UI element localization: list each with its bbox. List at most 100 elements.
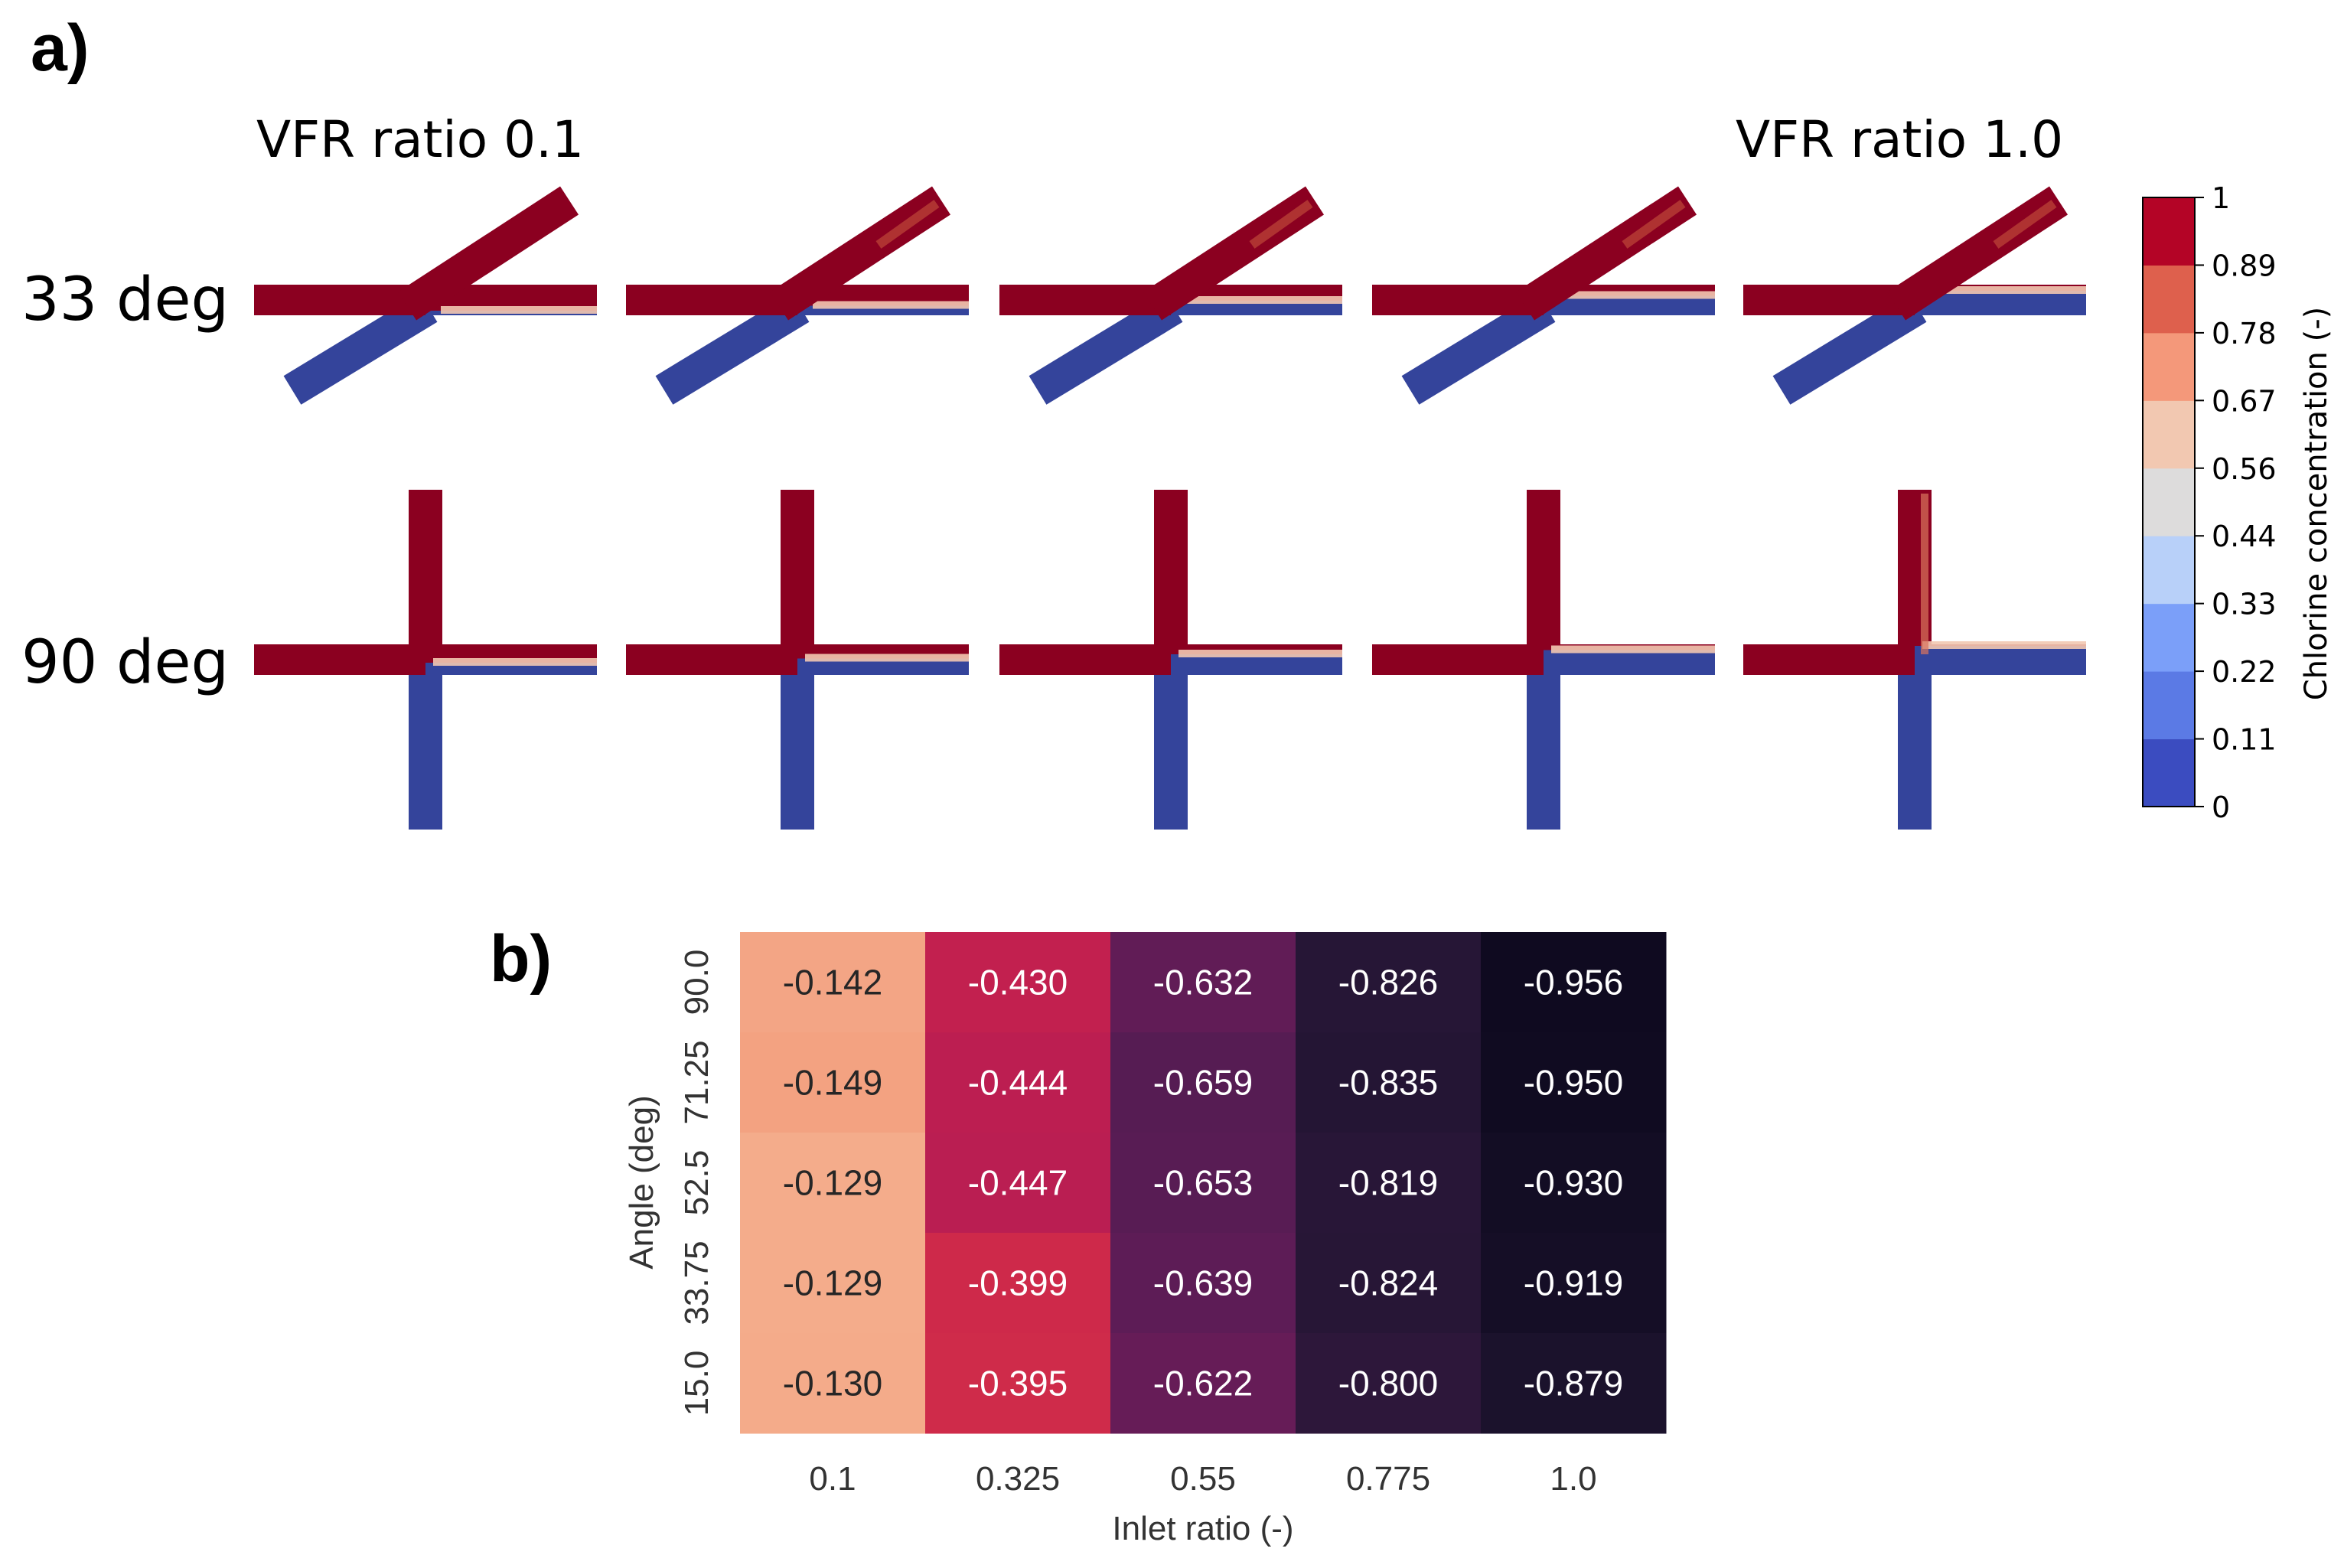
heatmap-cell bbox=[1296, 932, 1482, 1033]
row-title-33deg: 33 deg bbox=[21, 266, 229, 334]
y-tick-label: 33.75 bbox=[678, 1240, 716, 1325]
heatmap-value-label: -0.835 bbox=[1338, 1063, 1438, 1103]
pipe-90deg-2 bbox=[626, 490, 969, 830]
colorbar-tick-label: 0.33 bbox=[2212, 588, 2277, 621]
heatmap-cell bbox=[1110, 932, 1296, 1033]
colorbar-segment bbox=[2143, 400, 2195, 469]
heatmap-cell bbox=[1481, 1133, 1667, 1234]
y-tick-label: 52.5 bbox=[678, 1150, 716, 1216]
colorbar-label: Chlorine concentration (-) bbox=[2299, 307, 2334, 701]
colorbar-segment bbox=[2143, 603, 2195, 672]
colorbar-tick-label: 1 bbox=[2212, 181, 2230, 215]
colorbar-segment bbox=[2143, 265, 2195, 334]
heatmap-cell bbox=[925, 1333, 1111, 1434]
heatmap-cell bbox=[1296, 1032, 1482, 1133]
heatmap-value-label: -0.956 bbox=[1524, 963, 1623, 1002]
heatmap-cell bbox=[740, 1233, 926, 1334]
colorbar-segment bbox=[2143, 468, 2195, 536]
heatmap-value-label: -0.399 bbox=[968, 1263, 1068, 1303]
pipe-90deg-5 bbox=[1743, 490, 2086, 830]
heatmap-value-label: -0.430 bbox=[968, 963, 1068, 1002]
heatmap-value-label: -0.819 bbox=[1338, 1163, 1438, 1203]
colorbar-tick-label: 0.67 bbox=[2212, 384, 2277, 418]
heatmap-cell bbox=[1110, 1032, 1296, 1133]
heatmap-value-label: -0.142 bbox=[783, 963, 882, 1002]
col-title-right: VFR ratio 1.0 bbox=[1736, 110, 2063, 169]
colorbar-segment bbox=[2143, 738, 2195, 807]
colorbar-tick-label: 0.56 bbox=[2212, 452, 2277, 486]
pipe-33deg-1 bbox=[254, 186, 597, 405]
colorbar-segment bbox=[2143, 332, 2195, 401]
x-axis-label: Inlet ratio (-) bbox=[1112, 1510, 1293, 1547]
colorbar-segment bbox=[2143, 671, 2195, 740]
heatmap-value-label: -0.622 bbox=[1153, 1364, 1253, 1403]
y-axis-label: Angle (deg) bbox=[623, 1095, 660, 1269]
heatmap-cell bbox=[1481, 1032, 1667, 1133]
colorbar-tick-label: 0.78 bbox=[2212, 317, 2277, 350]
pipe-simulations bbox=[254, 186, 2086, 830]
heatmap-value-label: -0.129 bbox=[783, 1263, 882, 1303]
col-title-left: VFR ratio 0.1 bbox=[256, 110, 584, 169]
x-tick-label: 0.775 bbox=[1346, 1460, 1430, 1498]
heatmap-value-label: -0.826 bbox=[1338, 963, 1438, 1002]
heatmap-cell bbox=[925, 1032, 1111, 1133]
heatmap: -0.142 -0.430 -0.632 -0.826 -0.956 -0.149 -0.4… bbox=[678, 932, 1667, 1498]
heatmap-value-label: -0.824 bbox=[1338, 1263, 1438, 1303]
heatmap-value-label: -0.639 bbox=[1153, 1263, 1253, 1303]
heatmap-cell bbox=[1296, 1333, 1482, 1434]
heatmap-cell bbox=[1110, 1133, 1296, 1234]
heatmap-cell bbox=[925, 1133, 1111, 1234]
colorbar-tick-label: 0 bbox=[2212, 791, 2230, 824]
heatmap-value-label: -0.395 bbox=[968, 1364, 1068, 1403]
y-tick-label: 90.0 bbox=[678, 950, 716, 1015]
pipe-90deg-4 bbox=[1372, 490, 1715, 830]
heatmap-cell bbox=[1296, 1233, 1482, 1334]
x-tick-label: 0.325 bbox=[976, 1460, 1060, 1498]
heatmap-cell bbox=[740, 932, 926, 1033]
heatmap-cell bbox=[740, 1133, 926, 1234]
x-tick-label: 0.1 bbox=[809, 1460, 856, 1498]
heatmap-value-label: -0.919 bbox=[1524, 1263, 1623, 1303]
heatmap-value-label: -0.444 bbox=[968, 1063, 1068, 1103]
heatmap-cell bbox=[1110, 1233, 1296, 1334]
colorbar-tick-label: 0.22 bbox=[2212, 655, 2277, 689]
colorbar-tick-label: 0.89 bbox=[2212, 249, 2277, 282]
colorbar-tick-label: 0.44 bbox=[2212, 520, 2277, 553]
heatmap-cell bbox=[1481, 1333, 1667, 1434]
heatmap-cell bbox=[1296, 1133, 1482, 1234]
panel-b-label: b) bbox=[490, 922, 552, 996]
heatmap-cell bbox=[740, 1333, 926, 1434]
heatmap-value-label: -0.879 bbox=[1524, 1364, 1623, 1403]
row-title-90deg: 90 deg bbox=[21, 628, 229, 697]
heatmap-value-label: -0.149 bbox=[783, 1063, 882, 1103]
heatmap-value-label: -0.130 bbox=[783, 1364, 882, 1403]
heatmap-value-label: -0.632 bbox=[1153, 963, 1253, 1002]
pipe-90deg-1 bbox=[254, 490, 597, 830]
heatmap-value-label: -0.800 bbox=[1338, 1364, 1438, 1403]
heatmap-value-label: -0.129 bbox=[783, 1163, 882, 1203]
heatmap-cell bbox=[1110, 1333, 1296, 1434]
y-tick-label: 71.25 bbox=[678, 1040, 716, 1124]
y-tick-label: 15.0 bbox=[678, 1351, 716, 1416]
heatmap-cell bbox=[1481, 932, 1667, 1033]
x-tick-label: 0.55 bbox=[1170, 1460, 1236, 1498]
pipe-90deg-3 bbox=[999, 490, 1342, 830]
heatmap-cell bbox=[925, 1233, 1111, 1334]
heatmap-cell bbox=[925, 932, 1111, 1033]
heatmap-value-label: -0.950 bbox=[1524, 1063, 1623, 1103]
pipe-33deg-2 bbox=[626, 186, 969, 405]
colorbar-tick-label: 0.11 bbox=[2212, 723, 2277, 757]
colorbar-segment bbox=[2143, 197, 2195, 266]
heatmap-value-label: -0.659 bbox=[1153, 1063, 1253, 1103]
colorbar: 1 0.89 0.78 0.67 0.56 0.44 0.33 0.22 0.11 0 bbox=[2142, 181, 2277, 824]
heatmap-cell bbox=[740, 1032, 926, 1133]
x-tick-label: 1.0 bbox=[1550, 1460, 1596, 1498]
pipe-33deg-5 bbox=[1743, 186, 2086, 405]
panel-a-label: a) bbox=[31, 11, 89, 85]
heatmap-value-label: -0.930 bbox=[1524, 1163, 1623, 1203]
pipe-33deg-3 bbox=[999, 186, 1342, 405]
pipe-33deg-4 bbox=[1372, 186, 1715, 405]
heatmap-value-label: -0.447 bbox=[968, 1163, 1068, 1203]
colorbar-segment bbox=[2143, 536, 2195, 605]
